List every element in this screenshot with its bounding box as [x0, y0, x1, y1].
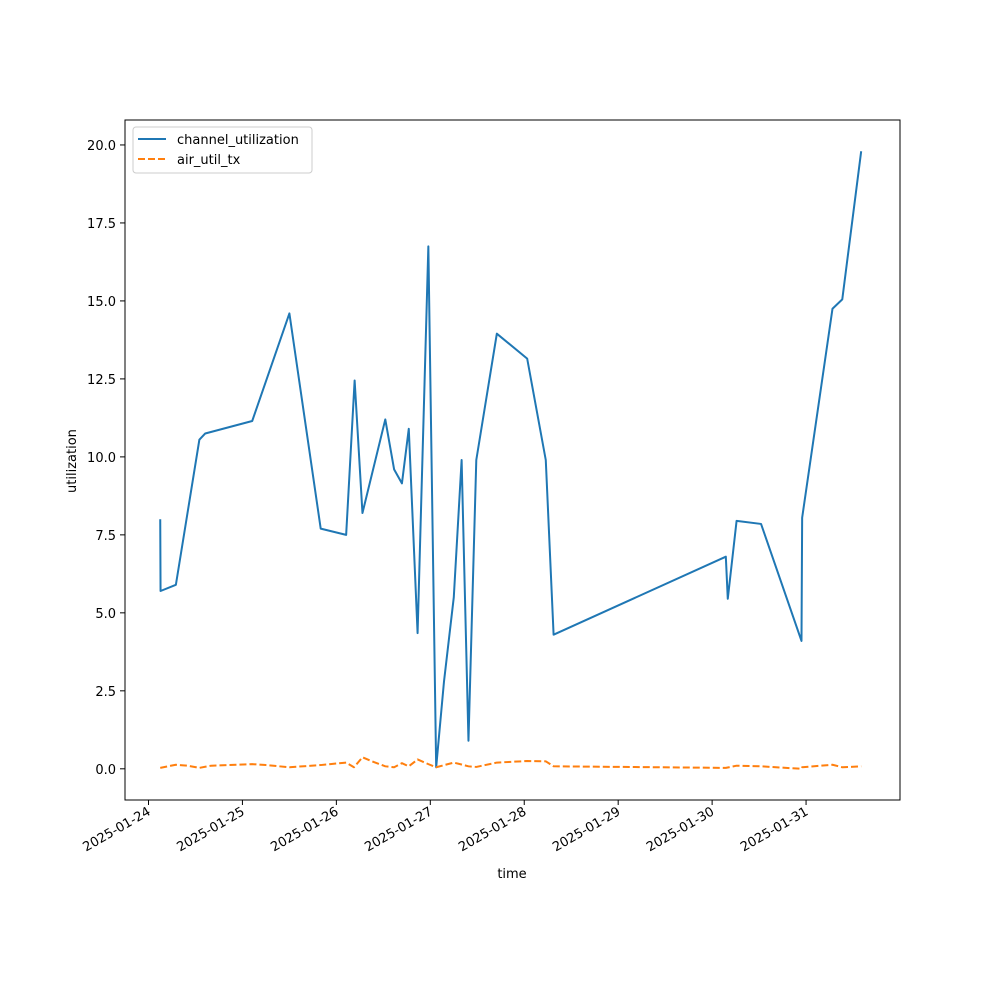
y-tick-label: 15.0: [87, 295, 116, 310]
series-line-channel_utilization: [159, 151, 863, 769]
legend-box: [132, 126, 313, 174]
legend-label: channel_utilization: [177, 133, 299, 148]
axes-frame: [124, 119, 901, 801]
series-line-air_util_tx: [160, 756, 862, 770]
y-tick-label: 20.0: [87, 139, 116, 154]
y-tick-label: 12.5: [87, 373, 116, 388]
y-tick-label: 2.5: [95, 685, 116, 700]
plot-area: [159, 151, 863, 770]
y-tick-label: 0.0: [95, 763, 116, 778]
y-tick-label: 17.5: [87, 217, 116, 232]
legend-label: air_util_tx: [177, 153, 241, 168]
y-axis-label: utilization: [65, 429, 80, 493]
y-tick-label: 5.0: [95, 607, 116, 622]
y-tick-label: 10.0: [87, 451, 116, 466]
x-axis-label: time: [497, 867, 526, 882]
y-tick-label: 7.5: [95, 529, 116, 544]
legend: channel_utilization air_util_tx: [132, 126, 313, 174]
